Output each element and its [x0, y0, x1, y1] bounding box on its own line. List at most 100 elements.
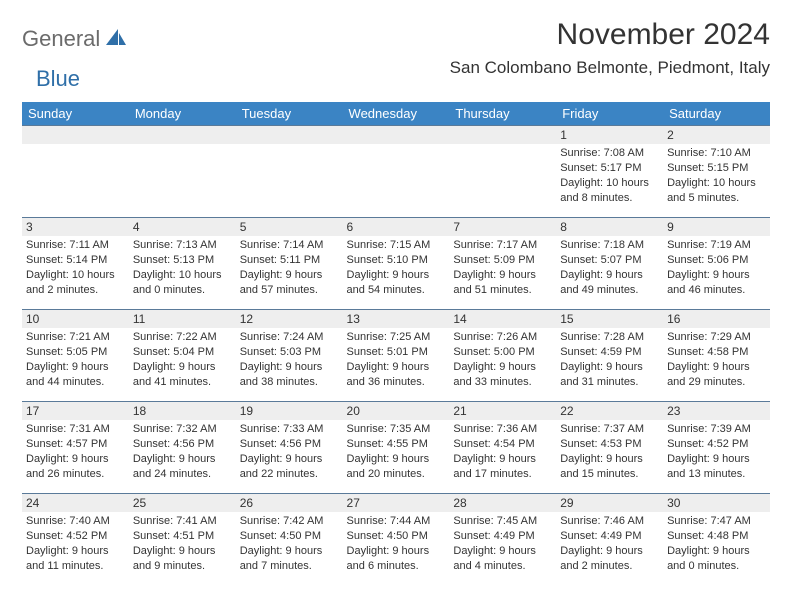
daylight-text: Daylight: 10 hours and 8 minutes.	[560, 176, 659, 206]
daylight-text: Daylight: 9 hours and 17 minutes.	[453, 452, 552, 482]
sunset-text: Sunset: 4:50 PM	[240, 529, 339, 544]
day-details: Sunrise: 7:37 AMSunset: 4:53 PMDaylight:…	[556, 420, 663, 493]
calendar-day-cell: 6Sunrise: 7:15 AMSunset: 5:10 PMDaylight…	[343, 218, 450, 310]
calendar-day-cell: 5Sunrise: 7:14 AMSunset: 5:11 PMDaylight…	[236, 218, 343, 310]
sunset-text: Sunset: 5:15 PM	[667, 161, 766, 176]
daylight-text: Daylight: 9 hours and 15 minutes.	[560, 452, 659, 482]
title-block: November 2024 San Colombano Belmonte, Pi…	[450, 18, 770, 78]
brand-logo: General	[22, 18, 130, 52]
calendar-day-cell: 18Sunrise: 7:32 AMSunset: 4:56 PMDayligh…	[129, 402, 236, 494]
daylight-text: Daylight: 9 hours and 57 minutes.	[240, 268, 339, 298]
day-number: 24	[22, 494, 129, 512]
calendar-table: SundayMondayTuesdayWednesdayThursdayFrid…	[22, 102, 770, 586]
day-details: Sunrise: 7:24 AMSunset: 5:03 PMDaylight:…	[236, 328, 343, 401]
day-number: 2	[663, 126, 770, 144]
day-details: Sunrise: 7:35 AMSunset: 4:55 PMDaylight:…	[343, 420, 450, 493]
day-number	[343, 126, 450, 144]
sunrise-text: Sunrise: 7:17 AM	[453, 238, 552, 253]
sunset-text: Sunset: 5:14 PM	[26, 253, 125, 268]
calendar-day-cell: 20Sunrise: 7:35 AMSunset: 4:55 PMDayligh…	[343, 402, 450, 494]
day-details: Sunrise: 7:42 AMSunset: 4:50 PMDaylight:…	[236, 512, 343, 586]
day-details: Sunrise: 7:31 AMSunset: 4:57 PMDaylight:…	[22, 420, 129, 493]
brand-text-2: Blue	[36, 66, 80, 92]
sunset-text: Sunset: 4:59 PM	[560, 345, 659, 360]
sunset-text: Sunset: 4:49 PM	[453, 529, 552, 544]
day-details: Sunrise: 7:13 AMSunset: 5:13 PMDaylight:…	[129, 236, 236, 309]
calendar-body: 1Sunrise: 7:08 AMSunset: 5:17 PMDaylight…	[22, 126, 770, 586]
weekday-header: Tuesday	[236, 102, 343, 126]
day-details: Sunrise: 7:17 AMSunset: 5:09 PMDaylight:…	[449, 236, 556, 309]
day-details	[236, 144, 343, 217]
calendar-day-cell: 14Sunrise: 7:26 AMSunset: 5:00 PMDayligh…	[449, 310, 556, 402]
sunset-text: Sunset: 5:13 PM	[133, 253, 232, 268]
calendar-day-cell: 25Sunrise: 7:41 AMSunset: 4:51 PMDayligh…	[129, 494, 236, 586]
sunset-text: Sunset: 4:50 PM	[347, 529, 446, 544]
day-number: 21	[449, 402, 556, 420]
day-number	[22, 126, 129, 144]
daylight-text: Daylight: 9 hours and 24 minutes.	[133, 452, 232, 482]
sunrise-text: Sunrise: 7:42 AM	[240, 514, 339, 529]
day-details: Sunrise: 7:10 AMSunset: 5:15 PMDaylight:…	[663, 144, 770, 217]
sunrise-text: Sunrise: 7:39 AM	[667, 422, 766, 437]
weekday-header: Monday	[129, 102, 236, 126]
sunrise-text: Sunrise: 7:19 AM	[667, 238, 766, 253]
day-number: 4	[129, 218, 236, 236]
sunset-text: Sunset: 5:17 PM	[560, 161, 659, 176]
daylight-text: Daylight: 10 hours and 5 minutes.	[667, 176, 766, 206]
calendar-day-cell: 11Sunrise: 7:22 AMSunset: 5:04 PMDayligh…	[129, 310, 236, 402]
day-number: 8	[556, 218, 663, 236]
sunrise-text: Sunrise: 7:47 AM	[667, 514, 766, 529]
day-details: Sunrise: 7:25 AMSunset: 5:01 PMDaylight:…	[343, 328, 450, 401]
day-number: 14	[449, 310, 556, 328]
day-number: 3	[22, 218, 129, 236]
daylight-text: Daylight: 9 hours and 54 minutes.	[347, 268, 446, 298]
sunrise-text: Sunrise: 7:46 AM	[560, 514, 659, 529]
sunset-text: Sunset: 4:48 PM	[667, 529, 766, 544]
sunset-text: Sunset: 5:01 PM	[347, 345, 446, 360]
day-details: Sunrise: 7:14 AMSunset: 5:11 PMDaylight:…	[236, 236, 343, 309]
sunrise-text: Sunrise: 7:31 AM	[26, 422, 125, 437]
day-details: Sunrise: 7:44 AMSunset: 4:50 PMDaylight:…	[343, 512, 450, 586]
sunrise-text: Sunrise: 7:37 AM	[560, 422, 659, 437]
sunrise-text: Sunrise: 7:35 AM	[347, 422, 446, 437]
calendar-day-cell: 13Sunrise: 7:25 AMSunset: 5:01 PMDayligh…	[343, 310, 450, 402]
calendar-day-cell: 21Sunrise: 7:36 AMSunset: 4:54 PMDayligh…	[449, 402, 556, 494]
day-details: Sunrise: 7:26 AMSunset: 5:00 PMDaylight:…	[449, 328, 556, 401]
day-number: 27	[343, 494, 450, 512]
calendar-week-row: 24Sunrise: 7:40 AMSunset: 4:52 PMDayligh…	[22, 494, 770, 586]
calendar-day-cell: 1Sunrise: 7:08 AMSunset: 5:17 PMDaylight…	[556, 126, 663, 218]
sunrise-text: Sunrise: 7:40 AM	[26, 514, 125, 529]
day-details	[129, 144, 236, 217]
day-details: Sunrise: 7:40 AMSunset: 4:52 PMDaylight:…	[22, 512, 129, 586]
calendar-day-cell: 17Sunrise: 7:31 AMSunset: 4:57 PMDayligh…	[22, 402, 129, 494]
day-details	[343, 144, 450, 217]
weekday-header: Thursday	[449, 102, 556, 126]
calendar-day-cell: 30Sunrise: 7:47 AMSunset: 4:48 PMDayligh…	[663, 494, 770, 586]
sunrise-text: Sunrise: 7:18 AM	[560, 238, 659, 253]
calendar-day-cell: 2Sunrise: 7:10 AMSunset: 5:15 PMDaylight…	[663, 126, 770, 218]
calendar-empty-cell	[22, 126, 129, 218]
sunset-text: Sunset: 4:54 PM	[453, 437, 552, 452]
calendar-day-cell: 27Sunrise: 7:44 AMSunset: 4:50 PMDayligh…	[343, 494, 450, 586]
sunset-text: Sunset: 5:09 PM	[453, 253, 552, 268]
day-number: 11	[129, 310, 236, 328]
daylight-text: Daylight: 9 hours and 20 minutes.	[347, 452, 446, 482]
day-details: Sunrise: 7:45 AMSunset: 4:49 PMDaylight:…	[449, 512, 556, 586]
day-details: Sunrise: 7:15 AMSunset: 5:10 PMDaylight:…	[343, 236, 450, 309]
calendar-day-cell: 26Sunrise: 7:42 AMSunset: 4:50 PMDayligh…	[236, 494, 343, 586]
calendar-day-cell: 22Sunrise: 7:37 AMSunset: 4:53 PMDayligh…	[556, 402, 663, 494]
day-number: 13	[343, 310, 450, 328]
day-number: 20	[343, 402, 450, 420]
sunset-text: Sunset: 5:06 PM	[667, 253, 766, 268]
day-details: Sunrise: 7:28 AMSunset: 4:59 PMDaylight:…	[556, 328, 663, 401]
daylight-text: Daylight: 10 hours and 2 minutes.	[26, 268, 125, 298]
day-details: Sunrise: 7:21 AMSunset: 5:05 PMDaylight:…	[22, 328, 129, 401]
sunrise-text: Sunrise: 7:29 AM	[667, 330, 766, 345]
day-details: Sunrise: 7:08 AMSunset: 5:17 PMDaylight:…	[556, 144, 663, 217]
calendar-empty-cell	[236, 126, 343, 218]
weekday-header: Wednesday	[343, 102, 450, 126]
sunset-text: Sunset: 5:11 PM	[240, 253, 339, 268]
calendar-day-cell: 19Sunrise: 7:33 AMSunset: 4:56 PMDayligh…	[236, 402, 343, 494]
daylight-text: Daylight: 9 hours and 41 minutes.	[133, 360, 232, 390]
sunrise-text: Sunrise: 7:13 AM	[133, 238, 232, 253]
